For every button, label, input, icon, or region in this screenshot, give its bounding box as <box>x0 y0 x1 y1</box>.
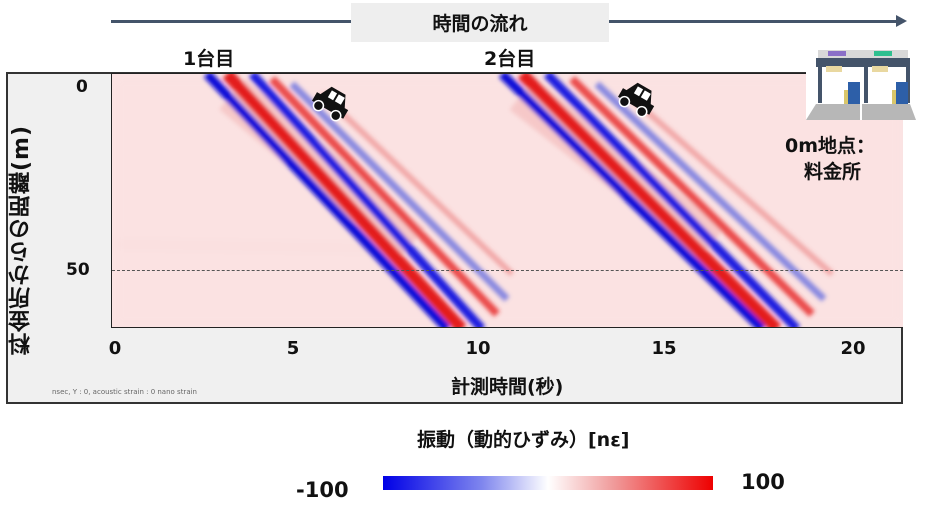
colorbar <box>383 476 713 490</box>
colorbar-max-label: 100 <box>741 470 785 494</box>
colorbar-title: 振動（動的ひずみ）[nε] <box>417 429 630 451</box>
zero-point-line1: 0m地点： <box>785 135 876 157</box>
zero-point-annotation: 0m地点： 料金所 <box>785 133 875 185</box>
x-tick-0: 0 <box>108 338 122 359</box>
y-tick-0: 0 <box>76 77 88 97</box>
x-tick-5: 5 <box>286 338 300 359</box>
time-arrow-line-left <box>111 20 351 23</box>
x-tick-20: 20 <box>840 338 866 359</box>
car1-label: 1台目 <box>183 48 235 70</box>
toll-gate-icon <box>806 42 916 120</box>
arrow-right-icon <box>896 15 907 27</box>
zero-point-line2: 料金所 <box>804 161 862 183</box>
x-tick-15: 15 <box>651 338 677 359</box>
x-tick-10: 10 <box>465 338 491 359</box>
colorbar-min-label: -100 <box>296 478 349 502</box>
time-flow-label: 時間の流れ <box>351 3 609 42</box>
car-icon <box>618 82 655 118</box>
y-axis-label: 料金所からの距離(m) <box>9 124 34 356</box>
x-axis-label: 計測時間(秒) <box>451 376 564 398</box>
car-icon <box>312 86 349 122</box>
time-arrow-line-right <box>609 20 897 23</box>
car2-label: 2台目 <box>484 48 536 70</box>
y-tick-50: 50 <box>66 260 90 280</box>
heatmap-plot <box>111 73 903 328</box>
status-text: nsec, Y : 0, acoustic strain : 0 nano st… <box>52 388 197 396</box>
reference-line-50m <box>112 270 903 271</box>
heatmap-traces <box>112 74 903 327</box>
